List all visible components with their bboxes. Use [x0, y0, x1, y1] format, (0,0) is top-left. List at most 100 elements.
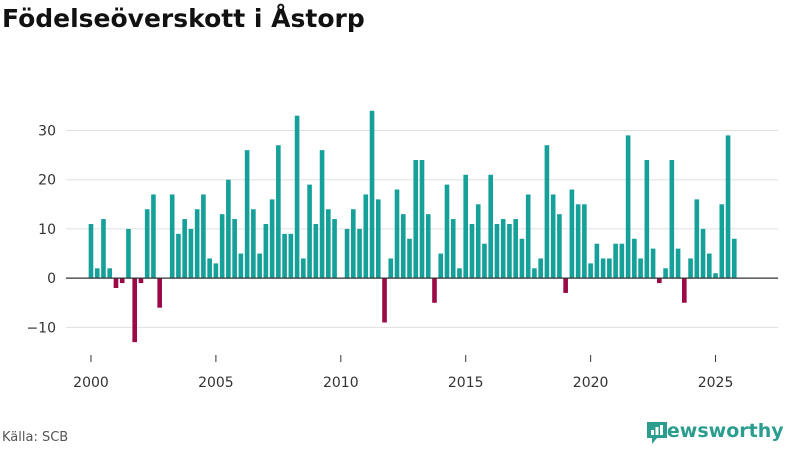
bar-positive: [182, 219, 187, 279]
bar-positive: [194, 209, 200, 279]
bar-positive: [500, 219, 506, 279]
bar-positive: [213, 263, 219, 279]
bar-positive: [475, 204, 481, 279]
bar-positive: [719, 204, 725, 279]
bar-positive: [731, 238, 737, 279]
bar-negative: [138, 278, 144, 284]
bar-positive: [263, 224, 269, 279]
bar-positive: [207, 258, 212, 279]
bar-positive: [107, 268, 113, 279]
bar-positive: [219, 214, 225, 279]
bar-positive: [438, 253, 444, 279]
bar-positive: [557, 214, 562, 279]
bar-negative: [432, 278, 437, 303]
bar-positive: [188, 228, 194, 279]
bar-positive: [407, 238, 412, 279]
x-tick-label: 2025: [698, 375, 734, 391]
bar-negative: [132, 278, 138, 343]
bar-positive: [632, 238, 637, 279]
bar-positive: [344, 228, 350, 279]
bar-negative: [382, 278, 387, 323]
bar-negative: [157, 278, 162, 308]
chart-title: Födelseöverskott i Åstorp: [2, 4, 365, 33]
y-tick-label: 0: [47, 271, 56, 287]
bar-positive: [688, 258, 693, 279]
bar-positive: [357, 228, 362, 279]
bar-positive: [650, 248, 656, 279]
x-tick-label: 2000: [73, 375, 109, 391]
source-note: Källa: SCB: [2, 430, 69, 445]
newsworthy-icon: [647, 422, 667, 444]
bar-positive: [425, 214, 431, 279]
bar-positive: [507, 224, 512, 279]
bar-positive: [569, 189, 575, 279]
bar-positive: [232, 219, 237, 279]
bar-positive: [326, 209, 331, 279]
bar-positive: [151, 194, 156, 279]
bar-positive: [251, 209, 256, 279]
brand-name: Newsworthy: [651, 420, 784, 442]
bar-positive: [419, 160, 425, 279]
bar-positive: [594, 243, 600, 279]
bar-positive: [513, 219, 518, 279]
bar-positive: [269, 199, 275, 279]
bar-positive: [144, 209, 150, 279]
bar-positive: [319, 150, 325, 279]
bar-positive: [625, 135, 631, 279]
bar-positive: [332, 219, 337, 279]
bar-positive: [307, 184, 312, 279]
bar-negative: [682, 278, 687, 303]
bar-positive: [394, 189, 400, 279]
bar-positive: [88, 224, 94, 279]
bar-positive: [201, 194, 206, 279]
y-tick-label: −10: [26, 320, 56, 336]
bar-positive: [669, 160, 675, 279]
bar-positive: [257, 253, 262, 279]
bar-positive: [457, 268, 462, 279]
bar-positive: [588, 263, 593, 279]
x-tick-label: 2010: [323, 375, 359, 391]
bar-positive: [226, 179, 231, 279]
bar-positive: [575, 204, 581, 279]
bar-positive: [444, 184, 450, 279]
bar-positive: [519, 238, 525, 279]
y-tick-label: 30: [38, 123, 56, 139]
bar-positive: [363, 194, 369, 279]
bar-positive: [375, 199, 381, 279]
bar-positive: [550, 194, 556, 279]
bar-positive: [400, 214, 406, 279]
bar-positive: [694, 199, 700, 279]
bar-negative: [119, 278, 125, 284]
bar-positive: [94, 268, 100, 279]
bar-positive: [288, 233, 294, 279]
bar-positive: [463, 174, 469, 279]
bar-positive: [706, 253, 712, 279]
bar-positive: [600, 258, 606, 279]
bar-positive: [725, 135, 731, 279]
bar-positive: [244, 150, 250, 279]
x-tick-label: 2020: [573, 375, 609, 391]
bar-positive: [413, 160, 419, 279]
bar-positive: [301, 258, 306, 279]
bar-positive: [675, 248, 681, 279]
bar-positive: [525, 194, 531, 279]
bar-positive: [713, 273, 718, 279]
bar-positive: [282, 233, 287, 279]
bar-positive: [494, 224, 500, 279]
bar-positive: [238, 253, 244, 279]
bar-negative: [563, 278, 568, 293]
x-tick-label: 2005: [198, 375, 234, 391]
bar-positive: [613, 243, 618, 279]
bar-positive: [169, 194, 175, 279]
bar-positive: [450, 219, 456, 279]
bar-positive: [276, 145, 281, 279]
bar-positive: [538, 258, 543, 279]
y-tick-label: 20: [38, 173, 56, 189]
bar-positive: [469, 224, 475, 279]
bar-positive: [350, 209, 356, 279]
bar-positive: [482, 243, 487, 279]
bar-positive: [126, 228, 131, 279]
bar-positive: [700, 228, 706, 279]
